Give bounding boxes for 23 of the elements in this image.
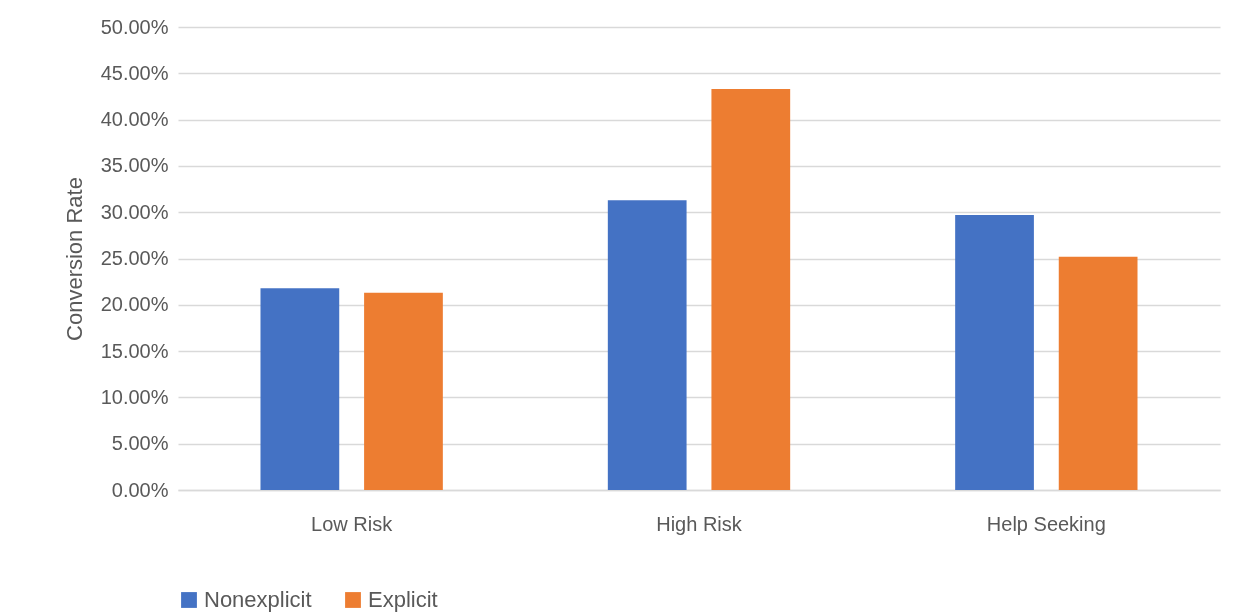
bar (607, 200, 687, 490)
legend-label: Explicit (368, 587, 438, 612)
bar (955, 214, 1034, 490)
y-tick-label: 20.00% (100, 293, 169, 316)
legend-label: Nonexplicit (204, 587, 312, 612)
y-tick-label: 10.00% (100, 385, 169, 408)
y-tick-label: 5.00% (111, 432, 169, 455)
y-tick-label: 0.00% (111, 478, 169, 501)
y-tick-label: 40.00% (100, 108, 169, 131)
y-tick-label: 30.00% (100, 200, 169, 223)
y-tick-label: 35.00% (100, 154, 169, 177)
bar (1058, 256, 1138, 490)
x-tick-label: High Risk (656, 512, 743, 535)
bar (260, 288, 340, 490)
y-tick-label: 45.00% (100, 61, 169, 84)
x-tick-label: Help Seeking (986, 512, 1106, 535)
bar (364, 292, 443, 490)
x-tick-label: Low Risk (311, 512, 394, 535)
y-tick-label: 25.00% (100, 247, 169, 269)
bar (711, 89, 791, 490)
y-tick-label: 15.00% (100, 339, 169, 362)
y-axis-title: Conversion Rate (61, 177, 87, 341)
y-tick-label: 50.00% (100, 15, 169, 38)
